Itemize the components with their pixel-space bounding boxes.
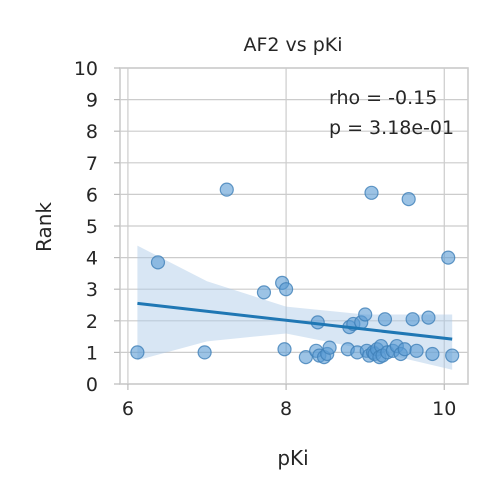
data-point (445, 348, 460, 363)
data-point (409, 343, 424, 358)
y-axis-label: Rank (32, 202, 56, 252)
data-point (130, 345, 145, 360)
x-tick-label: 6 (122, 398, 134, 420)
y-tick-label: 0 (86, 374, 98, 396)
data-point (197, 345, 212, 360)
band-layer (137, 245, 453, 370)
y-tick-label: 4 (86, 248, 98, 270)
y-tick-label: 8 (86, 121, 98, 143)
y-tick-label: 10 (74, 58, 98, 80)
data-point (377, 312, 393, 327)
y-tick-label: 6 (86, 184, 98, 206)
data-point (425, 346, 440, 362)
data-point (277, 342, 292, 357)
data-point (256, 285, 272, 300)
line-layer (137, 301, 453, 341)
data-point (219, 182, 234, 197)
data-point (150, 255, 166, 270)
data-point (405, 312, 420, 327)
y-tick-label: 3 (86, 279, 98, 301)
y-tick-label: 5 (86, 216, 98, 238)
data-point (397, 342, 412, 357)
data-point (322, 340, 337, 355)
y-tick-label: 2 (86, 311, 98, 333)
data-point (364, 185, 379, 200)
confidence-band (137, 245, 453, 370)
x-tick-label: 10 (432, 398, 456, 420)
chart-title: AF2 vs pKi (243, 34, 342, 56)
annotation-rho: rho = -0.15 (329, 87, 437, 109)
y-tick-label: 9 (86, 90, 98, 112)
annotation-p: p = 3.18e-01 (329, 117, 454, 139)
x-axis-label: pKi (277, 446, 308, 470)
x-tick-label: 8 (280, 398, 292, 420)
data-point (298, 350, 313, 365)
y-tick-label: 7 (86, 153, 98, 175)
regression-line (137, 301, 453, 341)
data-point (401, 192, 416, 207)
data-point (421, 310, 436, 325)
data-point (278, 282, 294, 297)
ticks-layer: 6 8 10 0 1 2 3 4 5 6 7 8 9 10 (74, 58, 457, 420)
points-layer (130, 182, 460, 365)
data-point (441, 250, 456, 265)
y-tick-label: 1 (86, 342, 98, 364)
data-point (358, 307, 373, 322)
